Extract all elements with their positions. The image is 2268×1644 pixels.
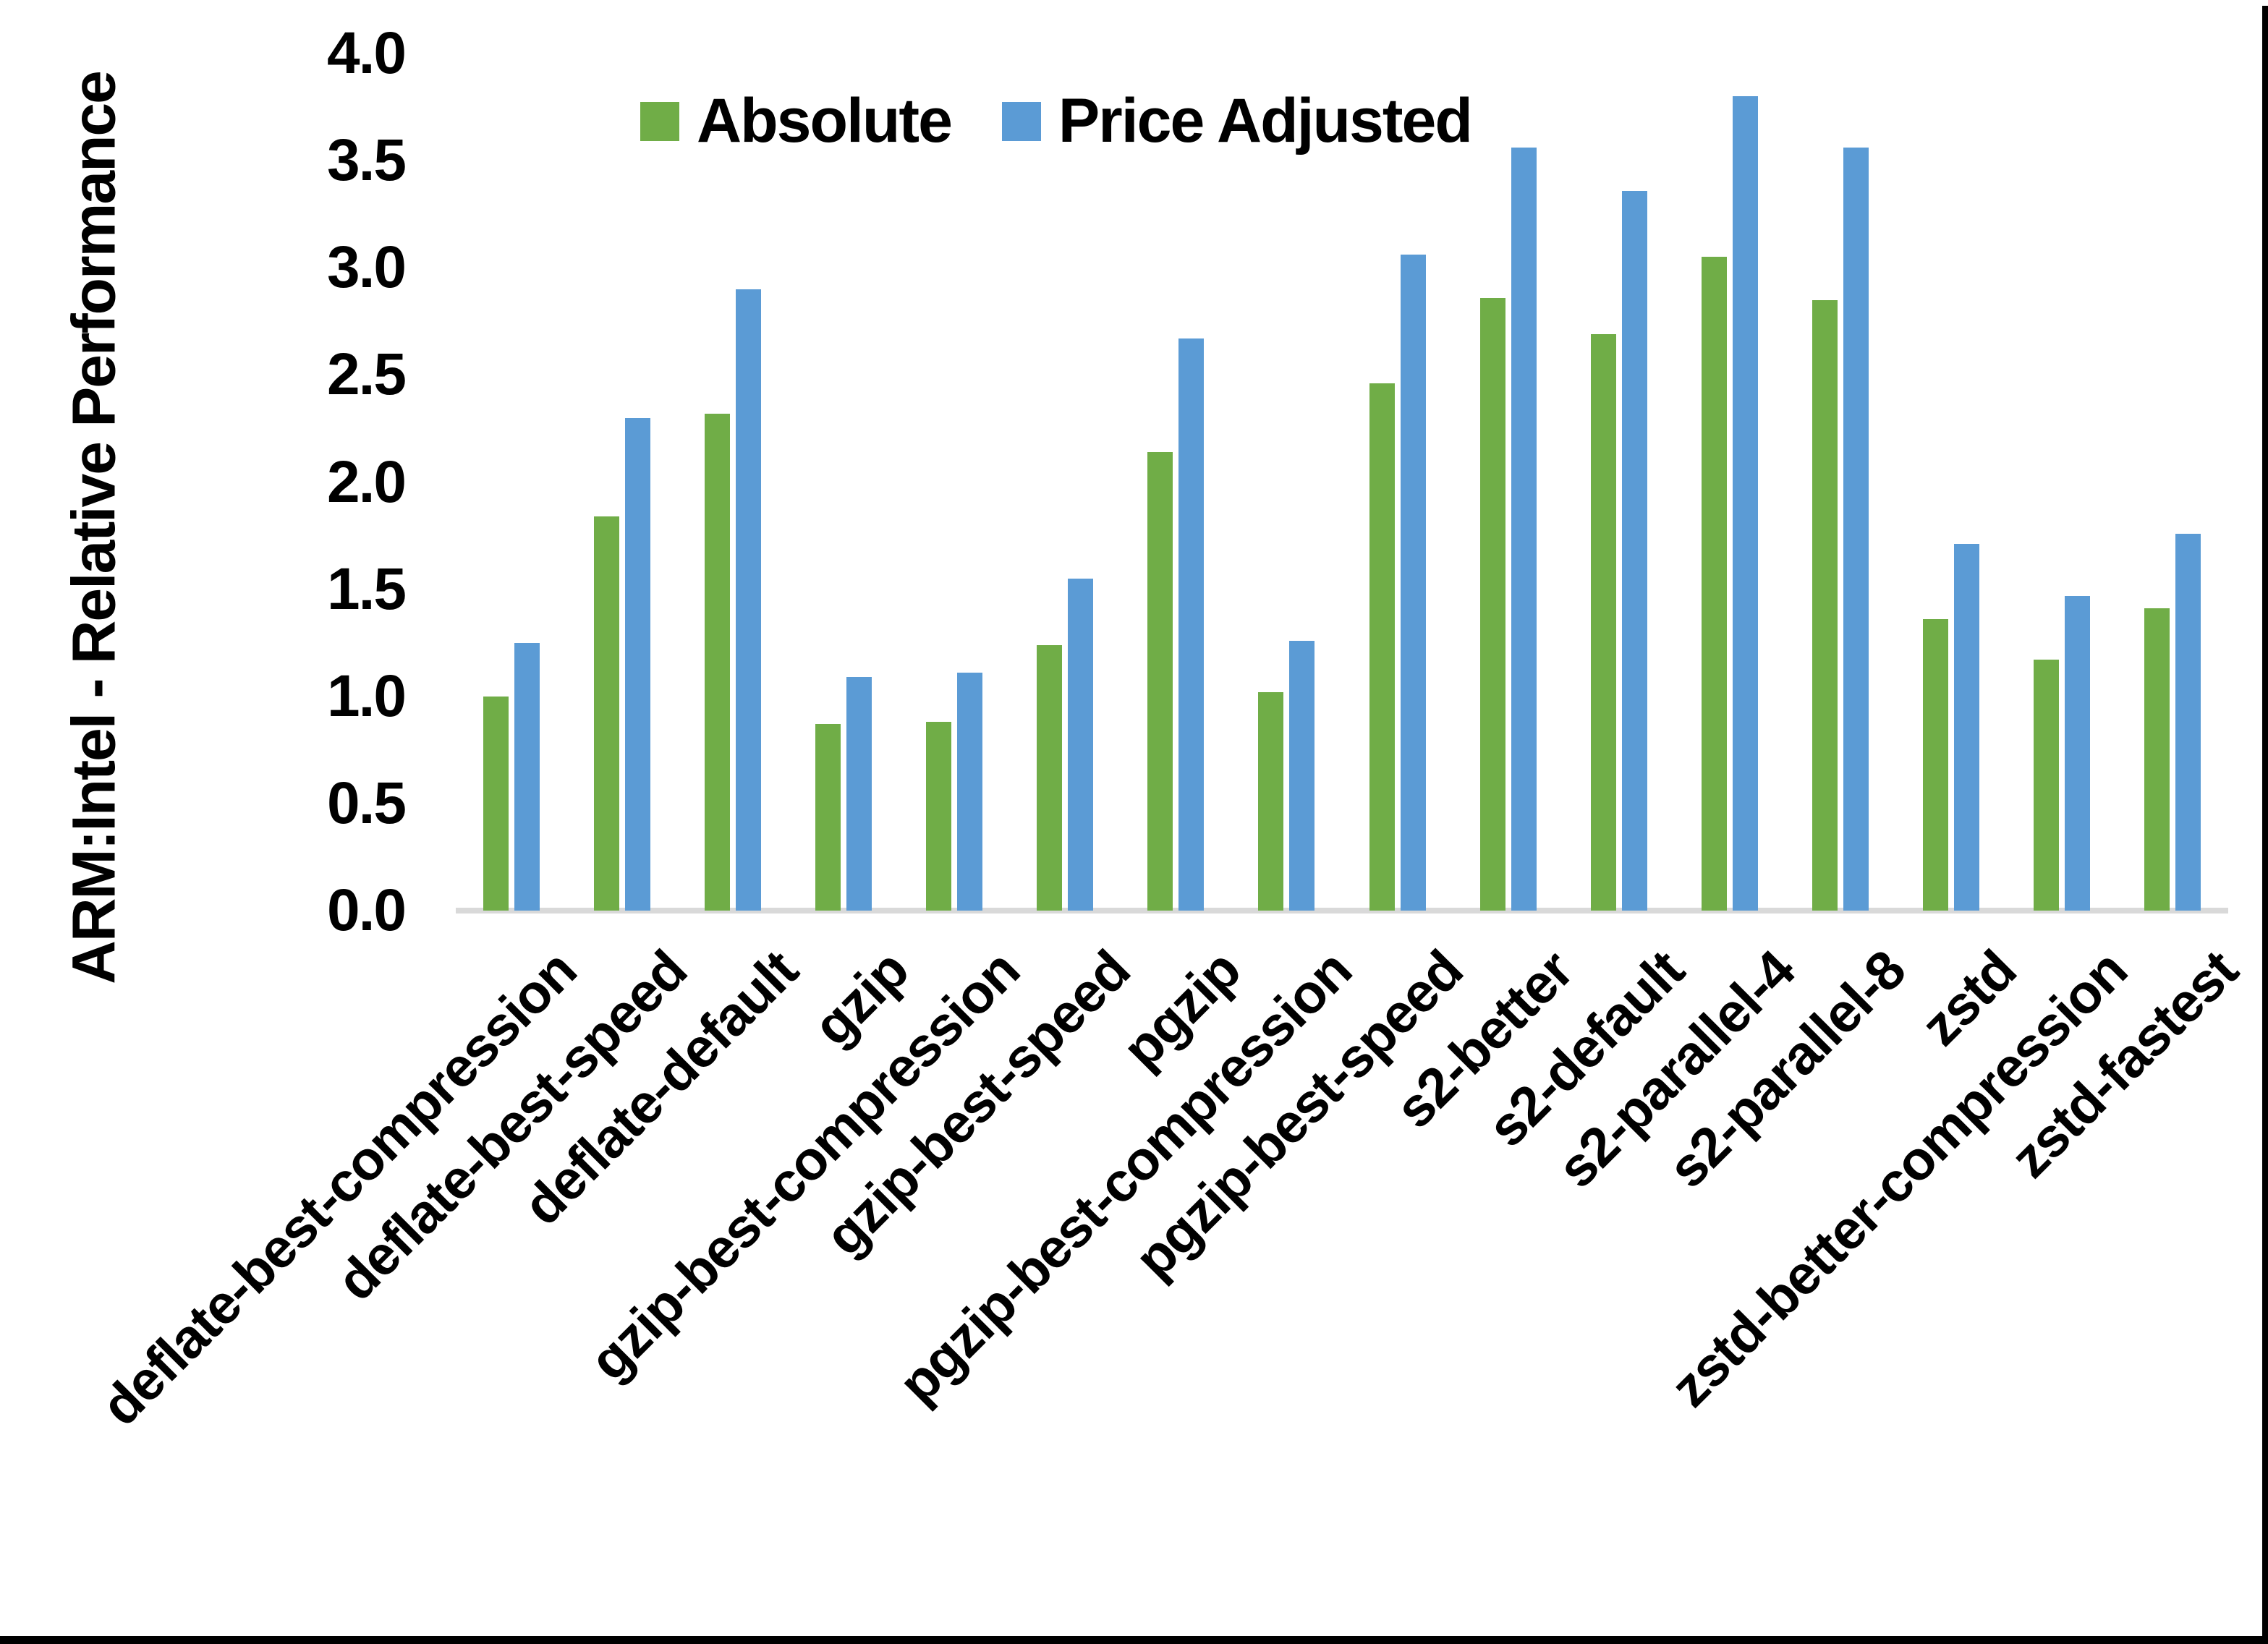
legend-item-absolute: Absolute — [640, 85, 953, 157]
bar-s2-parallel-4-price-adjusted — [1732, 96, 1758, 911]
bar-gzip-best-compression-absolute — [926, 722, 952, 911]
bar-s2-better-price-adjusted — [1511, 148, 1537, 911]
bar-s2-better-absolute — [1479, 297, 1505, 911]
y-tick-label: 1.5 — [327, 555, 407, 622]
bar-s2-parallel-8-price-adjusted — [1843, 148, 1869, 911]
y-tick-label: 2.0 — [327, 448, 407, 515]
x-axis-line — [456, 908, 2228, 913]
bar-s2-parallel-4-absolute — [1701, 257, 1727, 911]
bar-deflate-best-compression-price-adjusted — [514, 642, 540, 911]
screenshot-right-border — [2262, 6, 2268, 1644]
bar-pgzip-price-adjusted — [1178, 338, 1205, 911]
bar-gzip-best-compression-price-adjusted — [957, 673, 983, 911]
y-tick-label: 2.5 — [327, 341, 407, 408]
y-axis-title: ARM:Intel - Relative Performance — [59, 72, 128, 984]
bar-gzip-absolute — [815, 724, 841, 911]
bar-zstd-better-compression-absolute — [2034, 660, 2060, 911]
bar-deflate-best-speed-price-adjusted — [624, 417, 650, 911]
legend-label-absolute: Absolute — [697, 86, 953, 156]
bar-pgzip-best-speed-price-adjusted — [1400, 255, 1426, 911]
y-tick-label: 0.0 — [327, 877, 407, 943]
bar-s2-default-absolute — [1590, 334, 1616, 911]
bar-deflate-best-speed-absolute — [593, 516, 619, 911]
bar-s2-parallel-8-absolute — [1812, 299, 1838, 911]
legend-label-price-adjusted: Price Adjusted — [1058, 86, 1473, 156]
y-tick-label: 4.0 — [327, 20, 407, 86]
bar-pgzip-best-speed-absolute — [1369, 383, 1395, 911]
y-tick-label: 0.5 — [327, 770, 407, 836]
y-tick-label: 3.0 — [327, 234, 407, 301]
bar-deflate-default-price-adjusted — [735, 289, 761, 911]
y-tick-label: 1.0 — [327, 663, 407, 729]
bar-pgzip-best-compression-absolute — [1258, 691, 1284, 911]
bar-zstd-fastest-absolute — [2144, 608, 2170, 911]
legend-item-price-adjusted: Price Adjusted — [1001, 85, 1473, 157]
bar-pgzip-absolute — [1147, 452, 1173, 911]
bar-gzip-best-speed-price-adjusted — [1068, 578, 1094, 911]
bar-pgzip-best-compression-price-adjusted — [1289, 640, 1315, 911]
bar-zstd-better-compression-price-adjusted — [2065, 595, 2091, 911]
legend: Absolute Price Adjusted — [640, 85, 1473, 157]
bar-deflate-default-absolute — [704, 413, 730, 911]
bar-s2-default-price-adjusted — [1621, 190, 1647, 911]
bar-gzip-price-adjusted — [846, 677, 872, 911]
bar-zstd-absolute — [1923, 619, 1949, 911]
legend-swatch-price-adjusted — [1001, 101, 1041, 141]
legend-swatch-absolute — [640, 101, 679, 141]
screenshot-bottom-border — [0, 1636, 2268, 1644]
bar-deflate-best-compression-absolute — [483, 696, 509, 911]
bar-zstd-fastest-price-adjusted — [2175, 533, 2201, 911]
bar-gzip-best-speed-absolute — [1037, 644, 1063, 911]
bar-zstd-price-adjusted — [1954, 544, 1980, 911]
category-label-deflate-best-compression: deflate-best-compression — [89, 939, 588, 1438]
y-tick-label: 3.5 — [327, 127, 407, 194]
